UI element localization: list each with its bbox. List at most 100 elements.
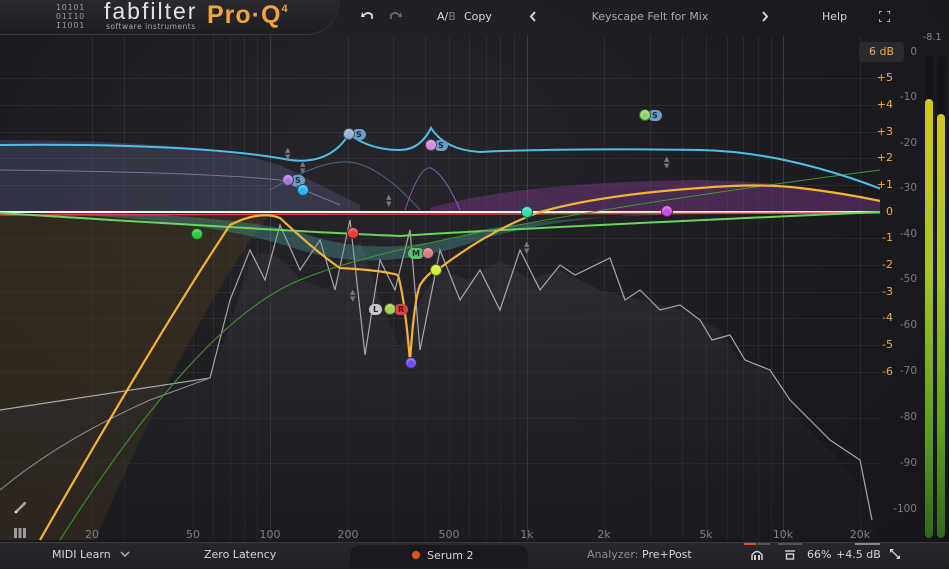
gain-scale-label: -3 — [882, 285, 893, 298]
fullscreen-icon[interactable] — [879, 11, 890, 22]
header-bar: 1O1O1 O1I1O I1OO1 fabfilter software ins… — [0, 0, 949, 36]
band-3-node[interactable] — [343, 128, 355, 140]
redo-icon[interactable] — [388, 10, 402, 22]
analyzer-scale-label: -90 — [899, 457, 917, 469]
gain-scale-label: -6 — [882, 365, 893, 378]
chevron-left-icon[interactable] — [529, 11, 537, 22]
analyzer-scale-label: -70 — [899, 365, 917, 377]
midi-learn-button[interactable]: MIDI Learn — [52, 548, 111, 561]
band-7-mid-tag[interactable]: M — [408, 248, 424, 259]
sidechain-plate — [350, 545, 528, 568]
resize-icon[interactable] — [889, 548, 901, 560]
gain-scale-label: +1 — [876, 178, 893, 191]
band-5-node[interactable] — [297, 184, 309, 196]
headphones-icon[interactable] — [750, 549, 764, 561]
gain-scale-label: -2 — [882, 258, 893, 271]
analyzer-scale-label: -10 — [899, 91, 917, 103]
freq-label: 20k — [849, 528, 871, 541]
gain-scale-label: -5 — [882, 338, 893, 351]
zoom-percent[interactable]: 66% — [807, 548, 832, 561]
output-meter-right — [937, 56, 945, 538]
piano-icon[interactable] — [14, 528, 26, 538]
band-7-node[interactable] — [422, 247, 434, 259]
gain-scale-label: +3 — [876, 125, 893, 138]
freq-label: 100 — [259, 528, 281, 541]
freq-label: 50 — [186, 528, 200, 541]
sidechain-indicator-icon — [412, 551, 420, 559]
analyzer-scale-label: -50 — [899, 273, 917, 285]
band-8-left-tag[interactable]: L — [369, 304, 383, 315]
gain-scale-label: +2 — [876, 151, 893, 164]
freq-label: 2k — [597, 528, 611, 541]
sidechain-source-button[interactable]: Serum 2 — [427, 549, 474, 562]
band-11-node[interactable] — [521, 206, 533, 218]
chevron-down-icon[interactable] — [120, 551, 130, 558]
dynamic-range-handle[interactable]: ▲ ▼ — [350, 288, 356, 303]
output-icon[interactable] — [785, 550, 795, 560]
analyzer-scale-label: -60 — [899, 319, 917, 331]
band-13-stereo-tag[interactable]: S — [648, 110, 662, 121]
composite-eq-curve — [39, 184, 880, 541]
dynamic-range-handle[interactable]: ▲ ▼ — [285, 146, 291, 161]
analyzer-mode-button[interactable]: Pre+Post — [642, 548, 692, 561]
dynamic-range-handle[interactable]: ▲ ▼ — [386, 193, 392, 208]
analyzer-scale-label: -100 — [893, 503, 917, 515]
band-2-node[interactable] — [347, 227, 359, 239]
gain-scale-label: -4 — [882, 311, 893, 324]
gain-range-selector[interactable]: 6 dB — [859, 42, 904, 62]
freq-label: 5k — [699, 528, 713, 541]
brand-subtitle: software instruments — [106, 22, 196, 31]
help-button[interactable]: Help — [822, 10, 848, 23]
band-4-region — [0, 140, 360, 212]
product-name: Pro·Q4 — [207, 1, 289, 29]
freq-label: 1k — [520, 528, 534, 541]
preset-name[interactable]: Keyscape Felt for Mix — [591, 10, 709, 23]
dynamic-range-handle[interactable]: ▲ ▼ — [664, 155, 670, 170]
analyzer-scale-label: -30 — [899, 182, 917, 194]
band-6-stereo-tag[interactable]: S — [434, 140, 448, 151]
band-12-region — [430, 180, 880, 214]
freq-label: 200 — [337, 528, 359, 541]
band-8-right-tag[interactable]: R — [394, 304, 409, 315]
band-10-node[interactable] — [405, 357, 417, 369]
dynamic-range-handle[interactable]: ▲ ▼ — [524, 240, 530, 255]
dynamic-range-handle[interactable]: ▲ ▼ — [300, 160, 306, 175]
freq-label: 500 — [438, 528, 460, 541]
analyzer-fill — [0, 240, 875, 540]
band-12-node[interactable] — [661, 205, 673, 217]
band-3-stereo-tag[interactable]: S — [352, 129, 366, 140]
eq-display[interactable] — [0, 36, 880, 546]
band-8-node[interactable] — [384, 303, 396, 315]
band-13-node[interactable] — [639, 109, 651, 121]
headphones-indicator — [744, 543, 756, 545]
brand-name: fabfilter — [104, 0, 198, 24]
analyzer-scale-label: 0 — [910, 46, 917, 58]
logo-bits-icon: 1O1O1 O1I1O I1OO1 — [56, 3, 86, 30]
analyzer-scale-label: -40 — [899, 228, 917, 240]
gain-scale-label: +5 — [876, 71, 893, 84]
undo-icon[interactable] — [361, 10, 375, 22]
band-4-node[interactable] — [282, 174, 294, 186]
gain-scale-label: +4 — [876, 98, 893, 111]
pencil-icon[interactable] — [14, 500, 28, 514]
ab-toggle-button[interactable]: A/B — [437, 10, 456, 23]
gain-scale-label: -1 — [882, 231, 893, 244]
analyzer-label: Analyzer: — [587, 548, 639, 561]
latency-mode-button[interactable]: Zero Latency — [204, 548, 277, 561]
band-9-node[interactable] — [430, 264, 442, 276]
output-meter-left — [925, 56, 933, 538]
band-6-node[interactable] — [425, 139, 437, 151]
band-3-curve — [0, 125, 880, 190]
output-gain-value[interactable]: +4.5 dB — [836, 548, 881, 561]
chevron-right-icon[interactable] — [761, 11, 769, 22]
analyzer-pre-line — [0, 377, 211, 491]
copy-button[interactable]: Copy — [464, 10, 492, 23]
band-4-stereo-tag[interactable]: S — [291, 175, 305, 186]
analyzer-scale-label: -80 — [899, 411, 917, 423]
analyzer-scale-label: -20 — [899, 137, 917, 149]
meter-peak-value: -8.1 — [923, 32, 942, 43]
logo-plate: 1O1O1 O1I1O I1OO1 fabfilter software ins… — [0, 0, 340, 34]
freq-label: 10k — [772, 528, 794, 541]
band-1-node[interactable] — [191, 228, 203, 240]
freq-label: 20 — [85, 528, 99, 541]
